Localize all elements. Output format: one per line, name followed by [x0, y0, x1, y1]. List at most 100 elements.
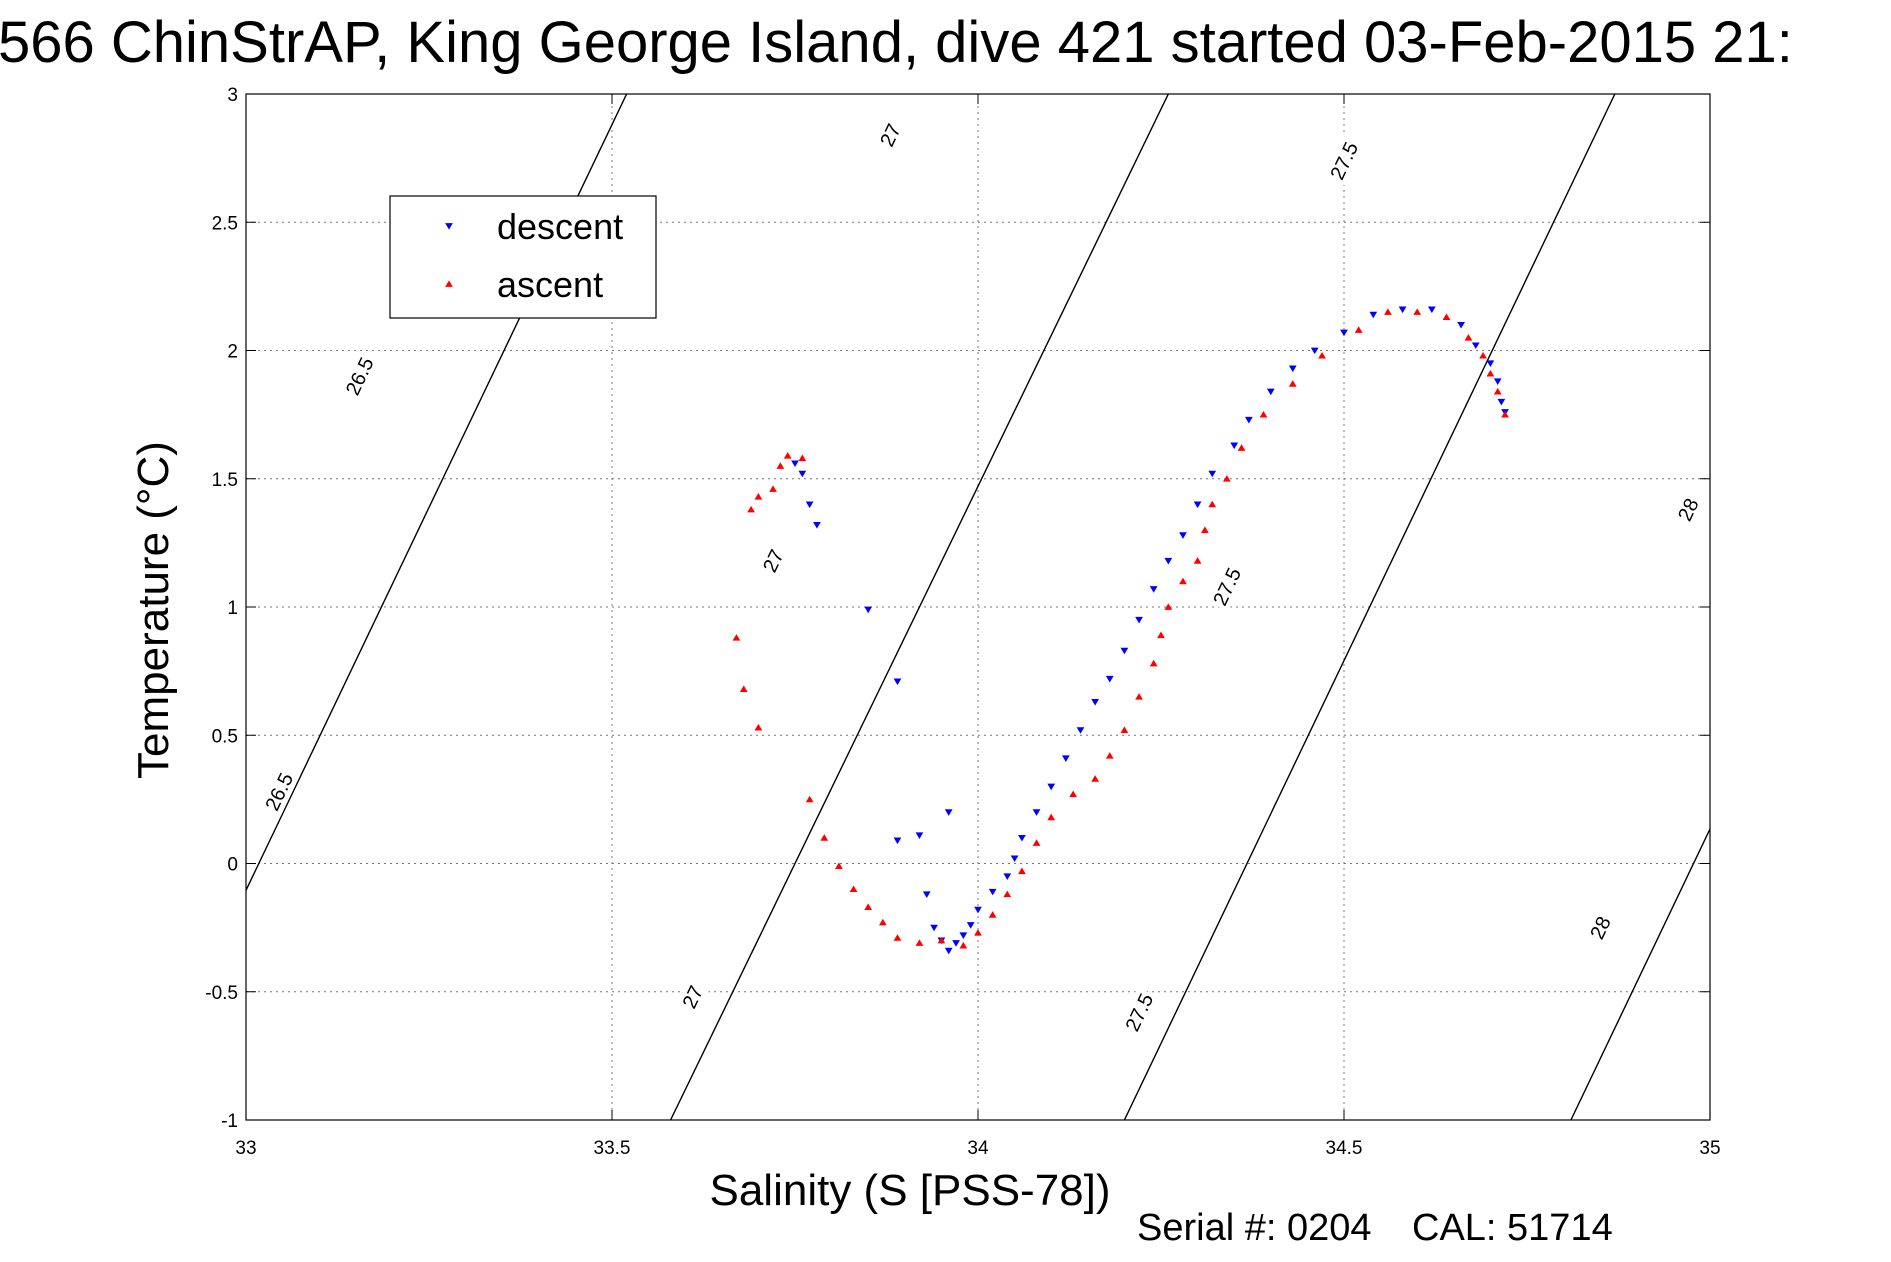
chart-title: 566 ChinStrAP, King George Island, dive … — [0, 10, 1793, 75]
descent-point — [952, 940, 960, 947]
ascent-point — [974, 929, 982, 936]
isopycnal-label-bg — [339, 351, 380, 402]
y-tick-label: 1.5 — [212, 470, 238, 491]
descent-point — [1010, 855, 1019, 863]
y-tick-label: 1 — [227, 598, 238, 619]
y-tick-label: -1 — [221, 1111, 238, 1132]
descent-point — [1497, 398, 1506, 406]
descent-point — [1164, 557, 1173, 565]
ascent-point — [1259, 410, 1268, 418]
footer-serial: Serial #: 0204 — [1137, 1207, 1372, 1249]
ascent-point — [988, 911, 997, 918]
y-axis-label: Temperature (°C) — [129, 441, 178, 779]
ascent-point — [739, 685, 748, 692]
descent-point — [1340, 329, 1348, 337]
descent-point — [1427, 306, 1436, 314]
isopycnal-label-bg — [258, 766, 300, 817]
descent-point — [1208, 470, 1217, 478]
ascent-point — [1201, 526, 1209, 533]
descent-point — [893, 837, 902, 845]
ascent-point — [1354, 326, 1363, 333]
ascent-point — [1032, 839, 1041, 846]
descent-point — [1018, 834, 1026, 842]
descent-point — [1266, 388, 1275, 396]
ascent-point — [878, 918, 887, 926]
ascent-point — [769, 485, 777, 492]
ascent-point — [1120, 726, 1129, 734]
ascent-point — [1442, 313, 1451, 321]
descent-series — [791, 306, 1509, 955]
ascent-point — [1384, 308, 1392, 315]
ascent-point — [1318, 351, 1326, 359]
descent-point — [922, 891, 931, 898]
descent-point — [1398, 306, 1407, 314]
legend-box — [389, 195, 657, 319]
legend-marker-descent — [445, 223, 453, 230]
ascent-point — [1413, 308, 1422, 315]
y-tick-label: 3 — [227, 85, 238, 106]
ascent-point — [1501, 410, 1509, 418]
descent-point — [959, 932, 968, 940]
descent-point — [1120, 647, 1129, 655]
isopycnal-label-bg — [869, 110, 911, 161]
x-tick-labels: 33 33.5 34 34.5 35 — [235, 1138, 1720, 1159]
descent-point — [974, 906, 982, 914]
descent-point — [944, 947, 953, 955]
descent-point — [1310, 347, 1319, 355]
descent-point — [1179, 532, 1187, 539]
ascent-point — [1223, 475, 1231, 482]
isopycnal-line — [1123, 94, 1616, 1120]
x-tick-label: 34.5 — [1326, 1138, 1363, 1159]
ascent-point — [959, 941, 968, 949]
ascent-point — [1091, 775, 1099, 782]
ascent-point — [1479, 351, 1487, 359]
descent-point — [1105, 675, 1114, 683]
descent-point — [966, 922, 975, 929]
ascent-point — [747, 505, 755, 513]
ascent-point — [754, 493, 763, 500]
ascent-point — [1149, 659, 1158, 667]
descent-point — [1003, 873, 1012, 881]
y-tick-labels: -1 -0.5 0 0.5 1 1.5 2 2.5 3 — [205, 85, 238, 1132]
ascent-point — [754, 723, 763, 731]
ascent-point — [1164, 603, 1173, 610]
descent-point — [1076, 727, 1085, 734]
descent-point — [1486, 360, 1495, 368]
x-axis-label: Salinity (S [PSS-78]) — [709, 1166, 1110, 1215]
grid-lines — [246, 94, 1710, 1120]
ascent-point — [1288, 380, 1297, 387]
ascent-point — [783, 451, 792, 459]
ascent-point — [937, 936, 946, 944]
ascent-point — [1157, 631, 1165, 639]
y-tick-label: 2.5 — [212, 213, 238, 234]
descent-point — [1369, 311, 1378, 319]
descent-point — [1091, 699, 1099, 706]
x-tick-label: 34 — [967, 1138, 989, 1159]
ascent-point — [732, 634, 741, 641]
y-tick-label: 0.5 — [212, 726, 238, 747]
descent-point — [1471, 342, 1480, 350]
descent-point — [798, 470, 807, 478]
ascent-point — [1135, 693, 1143, 700]
ascent-point — [820, 834, 829, 841]
footer-cal: CAL: 51714 — [1412, 1207, 1613, 1249]
ascent-series — [732, 308, 1509, 949]
descent-point — [1047, 783, 1056, 791]
y-tick-label: -0.5 — [205, 983, 238, 1004]
ascent-point — [1069, 790, 1078, 798]
ascent-point — [798, 454, 807, 462]
ascent-point — [835, 862, 843, 869]
ascent-point — [1047, 813, 1056, 821]
legend-label-ascent: ascent — [497, 264, 603, 305]
descent-point — [791, 460, 799, 468]
x-tick-label: 33 — [235, 1138, 256, 1159]
ascent-point — [1179, 577, 1187, 585]
ascent-point — [1237, 444, 1246, 451]
descent-point — [988, 888, 997, 896]
descent-point — [1230, 442, 1239, 450]
descent-point — [915, 832, 924, 839]
isopycnal-label-bg — [1579, 902, 1621, 953]
descent-point — [930, 924, 938, 932]
descent-point — [1135, 616, 1143, 624]
